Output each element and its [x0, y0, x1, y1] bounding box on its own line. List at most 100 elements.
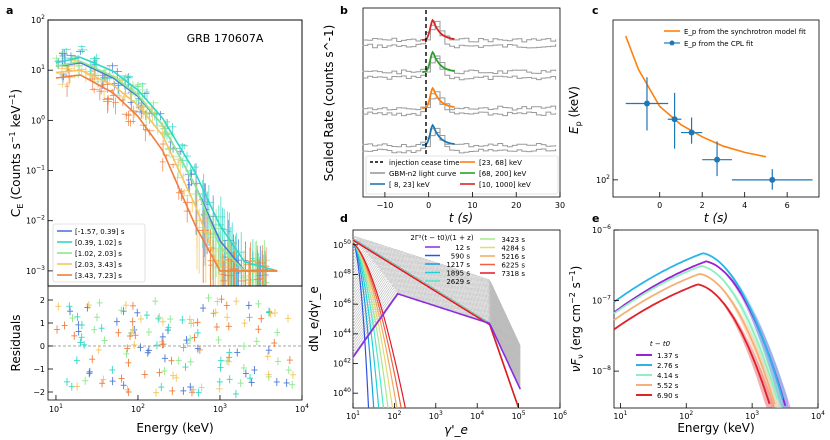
panel-c: c E_p from the synchrotron model fitE_p …	[567, 4, 820, 225]
light-curve	[362, 127, 557, 148]
evolution-curve	[352, 256, 521, 362]
data-point	[769, 176, 776, 183]
model-line	[55, 60, 278, 272]
legend-label: [ 8, 23] keV	[389, 181, 430, 189]
x-tick-label: 106	[553, 410, 567, 421]
y-tick-label: 1042	[333, 358, 351, 369]
evolution-curve	[352, 280, 521, 380]
panel-b-data	[362, 18, 557, 154]
x-tick-label: 104	[470, 410, 484, 421]
x-tick-label: 105	[512, 410, 526, 421]
evolution-curve	[353, 236, 521, 346]
light-curve	[362, 132, 557, 154]
evolution-curve	[352, 265, 521, 369]
legend-label: 3423 s	[501, 236, 525, 244]
legend-label: [23, 68] keV	[479, 159, 522, 167]
x-tick-label: 20	[511, 201, 521, 210]
panel-e: e t − t0 1.37 s 2.76 s 4.14 s 5.52 s 6.90 s 1…	[568, 212, 825, 435]
legend-label: 7318 s	[501, 270, 525, 278]
legend-label: 5.52 s	[657, 382, 679, 390]
x-tick-label: 104	[295, 403, 309, 414]
model-pulse	[422, 86, 455, 109]
model-line	[55, 56, 278, 272]
legend-swatch	[669, 40, 675, 46]
panel-c-frame	[612, 19, 820, 198]
legend-label: [3.43, 7.23] s	[75, 272, 122, 280]
residual-tick-label: −2	[33, 388, 45, 397]
legend-label: 1217 s	[446, 261, 470, 269]
panel-a-residual-ticks: −2 −1 0 1 2	[33, 296, 53, 397]
y-tick-label: 1050	[333, 239, 351, 250]
panel-d-x-label: γ'_e	[444, 423, 468, 437]
uncertainty-band	[614, 284, 775, 408]
evolution-curve	[352, 268, 521, 371]
panel-d-frame	[352, 229, 561, 409]
x-tick-label: 30	[555, 201, 565, 210]
data-point	[671, 116, 678, 123]
legend-label: E_p from the CPL fit	[684, 40, 753, 48]
evolution-curve	[352, 240, 521, 350]
light-curve	[362, 55, 557, 75]
panel-c-ticks: 0 2 4 6 102	[596, 174, 790, 210]
legend-label: 5216 s	[501, 253, 525, 261]
evolution-curve	[352, 270, 521, 372]
legend-title: 2Γ²(t − t0)/(1 + z)	[410, 234, 473, 242]
model-pulse	[422, 18, 455, 41]
residual-tick-label: 2	[40, 296, 45, 305]
panel-b-label: b	[340, 4, 348, 17]
uncertainty-band	[614, 266, 783, 408]
x-tick-label: 104	[811, 410, 825, 421]
evolution-curve	[352, 257, 521, 363]
legend-box	[52, 223, 146, 283]
legend-label: 4284 s	[501, 245, 525, 253]
legend-label: 2629 s	[446, 278, 470, 286]
spectrum-line	[613, 252, 784, 400]
panel-b-y-label: Scaled Rate (counts s^-1)	[322, 25, 336, 182]
legend-title: t − t0	[650, 340, 671, 348]
spectrum-line	[613, 273, 776, 405]
panel-d-data	[352, 236, 522, 409]
light-curve	[362, 91, 557, 111]
x-tick-label: 102	[679, 410, 693, 421]
legend-label: [68, 200] keV	[479, 170, 527, 178]
residual-tick-label: 1	[40, 319, 45, 328]
y-tick-label: 10−7	[592, 295, 611, 306]
panel-d-ticks: 101 102 103 104 105 106 1040 1042 1044 1046 1048 10…	[333, 239, 567, 421]
evolution-curve	[352, 262, 521, 366]
x-tick-label: 6	[785, 201, 790, 210]
panel-a-legend: [-1.57, 0.39] s [0.39, 1.02] s [1.02, 2.03…	[52, 223, 146, 283]
y-tick-label: 1046	[333, 298, 351, 309]
distribution-curve	[352, 292, 522, 390]
spectrum-line	[613, 265, 779, 400]
panel-c-y-label: Ep (keV)	[567, 86, 583, 134]
residual-tick-label: 0	[40, 342, 45, 351]
data-point	[688, 129, 695, 136]
panel-a-data	[52, 45, 278, 286]
legend-label: 590 s	[451, 253, 471, 261]
panel-d-label: d	[340, 212, 348, 225]
data-point	[643, 100, 650, 107]
legend-label: 1895 s	[446, 270, 470, 278]
evolution-curve	[352, 238, 521, 349]
x-tick-label: 0	[426, 201, 431, 210]
x-tick-label: −10	[376, 201, 393, 210]
x-tick-label: 101	[49, 403, 63, 414]
panel-c-label: c	[592, 4, 599, 17]
panel-b-x-label: t (s)	[449, 211, 473, 225]
panel-e-ticks: 101 102 103 104 10−8 10−7 10−6	[592, 224, 825, 421]
x-tick-label: 102	[387, 410, 401, 421]
panel-a-annotation: GRB 170607A	[187, 32, 264, 45]
y-tick-label: 10−6	[592, 224, 611, 235]
model-line	[55, 74, 278, 272]
uncertainty-band	[614, 274, 780, 408]
model-pulse	[422, 50, 455, 73]
light-curve	[363, 58, 557, 81]
evolution-curve	[352, 264, 521, 367]
evolution-curve	[352, 271, 521, 373]
panel-a-residual-frame	[47, 285, 303, 401]
light-curve	[363, 20, 557, 43]
